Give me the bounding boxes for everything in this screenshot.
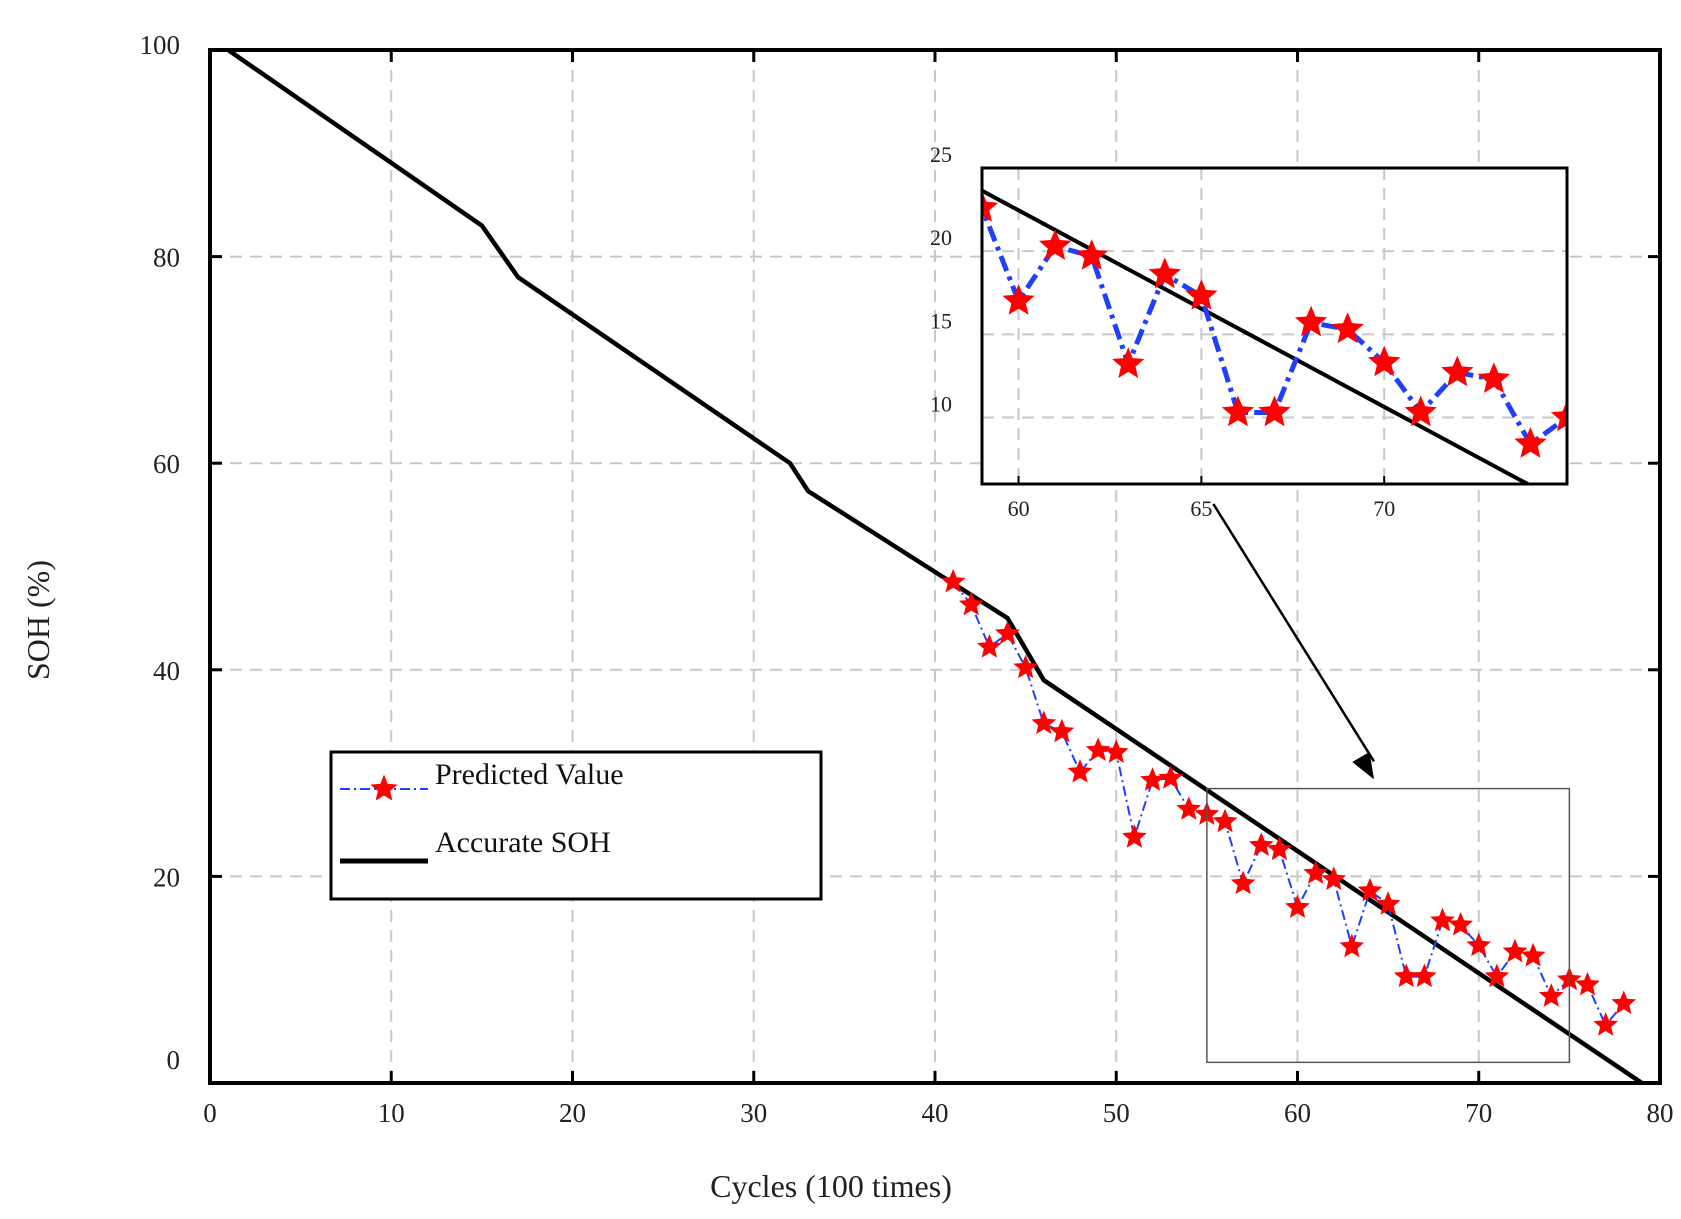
predicted-star-marker (958, 591, 984, 616)
inset-predicted-star-marker (1404, 395, 1437, 427)
inset-predicted-star-marker (1368, 345, 1401, 377)
predicted-star-marker (977, 634, 1002, 658)
predicted-star-marker (1611, 990, 1637, 1014)
legend-predicted-marker (370, 774, 398, 801)
predicted-star-marker (1484, 963, 1510, 988)
predicted-star-marker (1013, 654, 1038, 679)
inset-predicted-star-marker (1331, 312, 1364, 344)
predicted-star-marker (1520, 942, 1546, 967)
inset-predicted-star-marker (1075, 239, 1108, 270)
x-tick-label: 60 (1284, 1098, 1311, 1128)
zoom-arrow-head (1352, 751, 1374, 780)
y-tick-label: 20 (153, 862, 180, 892)
x-tick-label: 40 (922, 1098, 949, 1128)
y-tick-label: 0 (167, 1045, 181, 1075)
predicted-star-marker (1448, 912, 1473, 936)
inset-predicted-star-marker (1550, 400, 1567, 432)
inset-x-tick-label: 70 (1373, 496, 1395, 521)
predicted-star-marker (940, 569, 966, 593)
x-tick-label: 70 (1465, 1098, 1492, 1128)
predicted-star-marker (1466, 932, 1492, 957)
predicted-star-marker (1339, 933, 1365, 958)
y-tick-label: 60 (153, 449, 180, 479)
predicted-star-marker (1067, 759, 1093, 783)
inset-x-tick-label: 60 (1008, 496, 1030, 521)
x-tick-label: 10 (378, 1098, 405, 1128)
predicted-star-marker (1375, 891, 1401, 915)
predicted-star-marker (1176, 796, 1202, 820)
predicted-star-marker (1321, 866, 1347, 890)
predicted-star-marker (1593, 1012, 1618, 1036)
predicted-star-marker (1212, 808, 1238, 833)
predicted-star-marker (995, 620, 1020, 645)
inset-predicted-star-marker (1148, 257, 1181, 289)
inset-background (982, 168, 1567, 484)
predicted-value-line (952, 581, 1625, 1028)
predicted-star-marker (1303, 860, 1328, 884)
predicted-star-marker (1230, 870, 1256, 895)
inset-predicted-star-marker (1221, 395, 1255, 427)
predicted-star-marker (1430, 907, 1455, 932)
predicted-star-marker (1122, 824, 1147, 848)
legend-box (329, 750, 823, 901)
predicted-star-marker (1140, 767, 1165, 791)
y-axis-title: SOH (%) (20, 560, 56, 680)
inset-series (982, 188, 1567, 484)
x-tick-label: 50 (1103, 1098, 1130, 1128)
predicted-star-marker (1103, 739, 1129, 763)
predicted-star-marker (1412, 963, 1437, 988)
predicted-star-marker (1085, 737, 1111, 761)
legend-accurate-label: Accurate SOH (435, 826, 611, 859)
predicted-star-marker (1158, 765, 1183, 789)
inset-predicted-star-marker (1294, 305, 1328, 337)
x-tick-label: 0 (203, 1098, 217, 1128)
predicted-star-marker (1538, 983, 1564, 1007)
inset-predicted-star-marker (1185, 279, 1218, 310)
inset-frame (980, 166, 1569, 486)
predicted-star-marker (1393, 963, 1419, 988)
legend-predicted-label: Predicted Value (435, 758, 624, 791)
x-tick-label: 80 (1647, 1098, 1674, 1128)
inset-predicted-star-marker (1514, 427, 1547, 458)
inset-y-tick-label: 20 (930, 225, 952, 250)
x-tick-label: 20 (559, 1098, 586, 1128)
predicted-star-marker (1357, 877, 1383, 902)
inset-predicted-star-marker (1477, 362, 1510, 393)
y-tick-label: 100 (140, 30, 181, 60)
zoom-arrow-line (1212, 503, 1376, 763)
inset-y-tick-label: 10 (930, 391, 952, 416)
y-tick-label: 80 (153, 243, 180, 273)
y-tick-label: 40 (153, 656, 180, 686)
main-axes: 0 10 20 30 40 50 60 70 80 0 20 40 60 80 100 (140, 30, 1674, 1128)
predicted-star-marker (1031, 710, 1057, 734)
inset-predicted-star-marker (1002, 284, 1035, 315)
predicted-star-marker (1267, 836, 1292, 861)
predicted-star-marker (1049, 718, 1075, 743)
zoom-box (1206, 787, 1571, 1064)
inset-predicted-star-marker (1441, 355, 1474, 387)
x-tick-label: 30 (740, 1098, 767, 1128)
inset-predicted-star-marker (982, 190, 999, 222)
inset-plot: 60 65 70 10 15 20 25 (930, 142, 1569, 521)
inset-y-tick-label: 15 (930, 308, 952, 333)
inset-predicted-star-marker (1039, 229, 1072, 260)
main-series (226, 48, 1644, 1085)
inset-y-tick-label: 25 (930, 142, 952, 167)
inset-x-tick-label: 65 (1190, 496, 1212, 521)
predicted-star-marker (1248, 832, 1274, 856)
predicted-star-marker (1502, 938, 1528, 963)
x-axis-title: Cycles (100 times) (710, 1168, 952, 1204)
inset-predicted-star-marker (1258, 395, 1291, 427)
predicted-star-marker (1285, 894, 1310, 918)
accurate-soh-line (226, 48, 1644, 1085)
zoom-annotation (1206, 503, 1571, 1064)
predicted-star-marker (1575, 971, 1600, 996)
inset-predicted-star-marker (1112, 347, 1145, 378)
legend: Predicted Value Accurate SOH (329, 750, 823, 901)
